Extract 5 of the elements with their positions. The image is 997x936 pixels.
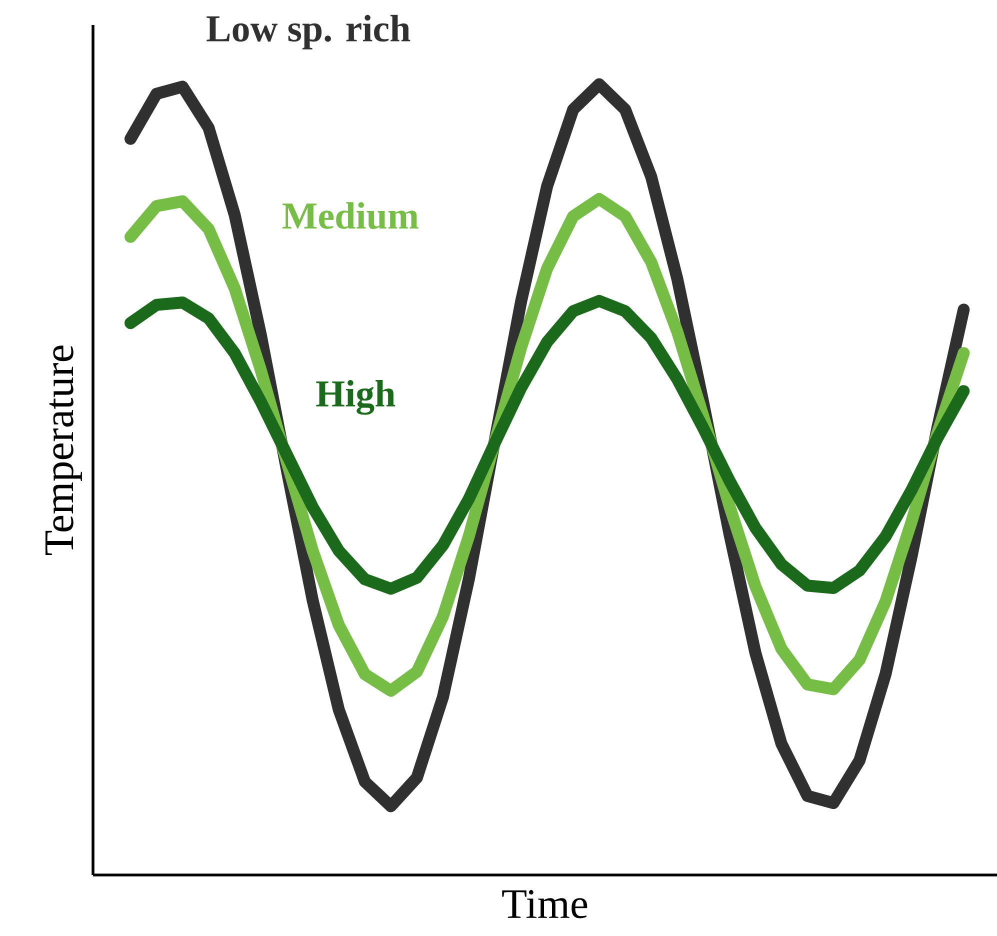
- x-axis-title: Time: [502, 890, 588, 918]
- series-label: High: [316, 380, 396, 415]
- y-axis-title: Temperature: [45, 346, 82, 556]
- series-label: Medium: [282, 202, 418, 229]
- series-label: Low sp. rich: [206, 14, 410, 50]
